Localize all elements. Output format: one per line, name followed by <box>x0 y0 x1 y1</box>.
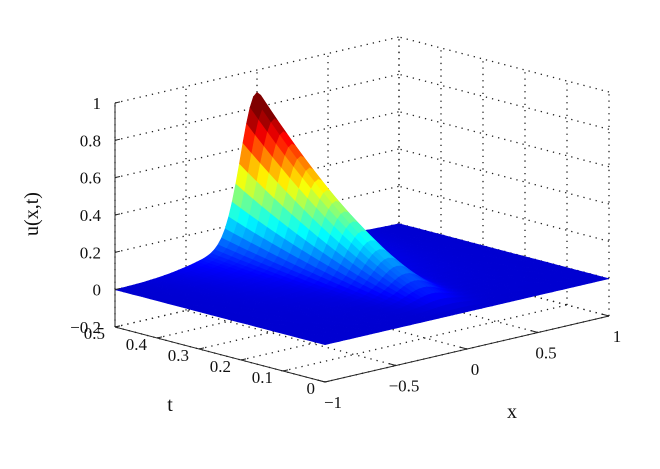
grid-line <box>398 73 610 130</box>
x-tick-label: −0.5 <box>389 377 420 396</box>
z-tick-mark <box>114 325 121 328</box>
y-axis-label: t <box>167 394 173 416</box>
z-tick-label: 0.2 <box>80 243 101 262</box>
y-tick-mark <box>240 358 247 361</box>
y-tick-mark <box>198 347 205 350</box>
z-tick-mark <box>114 213 121 216</box>
z-tick-mark <box>114 250 121 253</box>
x-axis-label: x <box>507 401 517 423</box>
z-tick-mark <box>114 288 121 291</box>
y-tick-label: 0.4 <box>126 335 148 354</box>
tick-labels: −1−0.500.5100.10.20.30.40.5−0.200.20.40.… <box>70 94 621 412</box>
x-tick-label: 0.5 <box>535 344 556 363</box>
z-tick-label: −0.2 <box>70 318 101 337</box>
grid-line <box>398 36 610 93</box>
z-tick-label: 0.8 <box>80 131 101 150</box>
x-tick-mark <box>601 313 610 317</box>
surface-patch <box>315 341 329 346</box>
axes <box>114 101 610 383</box>
y-tick-mark <box>324 380 331 383</box>
grid-line <box>282 304 568 372</box>
x-tick-label: 1 <box>613 327 622 346</box>
grid-line <box>398 148 610 205</box>
y-tick-label: 0.1 <box>252 368 273 387</box>
y-tick-label: 0 <box>307 379 316 398</box>
t-axis-line <box>114 326 326 383</box>
z-tick-label: 0 <box>93 281 102 300</box>
z-tick-mark <box>114 138 121 141</box>
surface-mesh <box>114 91 610 346</box>
y-tick-mark <box>282 369 289 372</box>
x-tick-mark <box>317 379 326 383</box>
z-tick-label: 0.6 <box>80 169 101 188</box>
y-tick-label: 0.2 <box>210 357 231 376</box>
x-tick-label: −1 <box>324 393 342 412</box>
y-tick-mark <box>156 336 163 339</box>
z-tick-label: 1 <box>93 94 102 113</box>
grid-line <box>114 36 400 104</box>
z-axis-label: u(x,t) <box>21 192 43 236</box>
grid-line <box>398 111 610 168</box>
y-tick-label: 0.3 <box>168 346 189 365</box>
y-tick-label: 0.5 <box>84 324 105 343</box>
x-tick-mark <box>388 363 397 366</box>
z-tick-mark <box>114 101 121 104</box>
x-tick-mark <box>530 330 539 333</box>
z-tick-mark <box>114 176 121 179</box>
x-tick-label: 0 <box>471 360 480 379</box>
z-tick-label: 0.4 <box>80 206 102 225</box>
x-tick-mark <box>459 346 468 350</box>
